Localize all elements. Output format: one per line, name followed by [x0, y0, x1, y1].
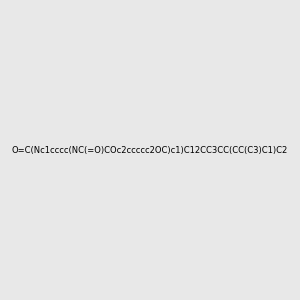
Text: O=C(Nc1cccc(NC(=O)COc2ccccc2OC)c1)C12CC3CC(CC(C3)C1)C2: O=C(Nc1cccc(NC(=O)COc2ccccc2OC)c1)C12CC3… — [12, 146, 288, 154]
